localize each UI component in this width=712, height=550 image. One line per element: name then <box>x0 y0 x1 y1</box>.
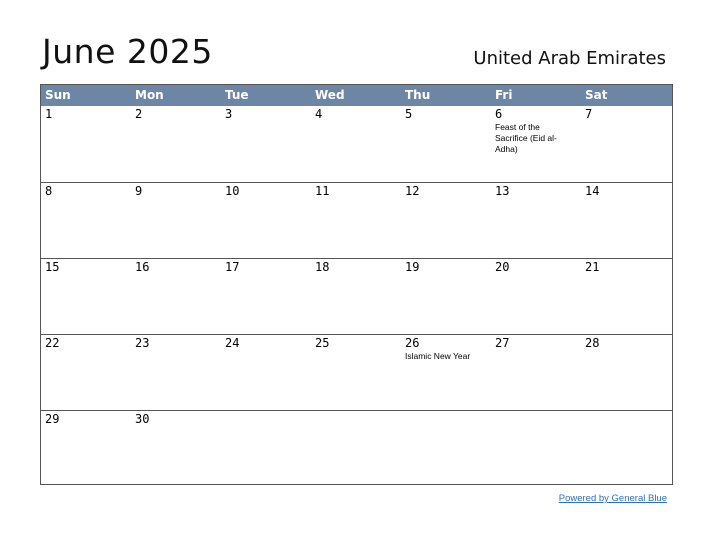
day-cell: 17 <box>221 259 311 334</box>
day-number: 29 <box>45 412 60 426</box>
powered-by-link[interactable]: Powered by General Blue <box>558 493 667 504</box>
day-cell <box>581 411 672 486</box>
day-cell: 29 <box>41 411 131 486</box>
weekday-header-row: Sun Mon Tue Wed Thu Fri Sat <box>41 85 672 106</box>
day-cell: 12 <box>401 183 491 258</box>
day-number: 8 <box>45 184 53 198</box>
weekday-header-thu: Thu <box>405 88 431 102</box>
day-cell: 5 <box>401 106 491 182</box>
weekday-header-sat: Sat <box>585 88 608 102</box>
day-cell: 30 <box>131 411 221 486</box>
day-cell: 1 <box>41 106 131 182</box>
page-title: June 2025 <box>42 32 213 71</box>
day-number: 6 <box>495 107 503 121</box>
day-number: 26 <box>405 336 420 350</box>
day-number: 13 <box>495 184 510 198</box>
day-number: 4 <box>315 107 323 121</box>
day-number: 28 <box>585 336 600 350</box>
day-cell: 22 <box>41 335 131 410</box>
week-row: 1 2 3 4 5 6 Feast of the Sacrifice (Eid al-Adh… <box>41 106 672 182</box>
day-cell: 10 <box>221 183 311 258</box>
day-cell: 9 <box>131 183 221 258</box>
day-cell: 8 <box>41 183 131 258</box>
weekday-header-sun: Sun <box>45 88 71 102</box>
day-cell <box>491 411 581 486</box>
week-row: 15 16 17 18 19 20 21 <box>41 258 672 334</box>
day-number: 15 <box>45 260 60 274</box>
weekday-header-tue: Tue <box>225 88 249 102</box>
day-number: 3 <box>225 107 233 121</box>
day-number: 5 <box>405 107 413 121</box>
weekday-header-wed: Wed <box>315 88 345 102</box>
day-cell: 7 <box>581 106 672 182</box>
day-number: 22 <box>45 336 60 350</box>
day-cell <box>221 411 311 486</box>
day-number: 25 <box>315 336 330 350</box>
day-cell: 16 <box>131 259 221 334</box>
day-number: 1 <box>45 107 53 121</box>
weekday-header-mon: Mon <box>135 88 164 102</box>
day-cell: 3 <box>221 106 311 182</box>
day-cell: 23 <box>131 335 221 410</box>
day-number: 18 <box>315 260 330 274</box>
holiday-label: Feast of the Sacrifice (Eid al-Adha) <box>495 122 557 154</box>
day-cell: 13 <box>491 183 581 258</box>
day-number: 9 <box>135 184 143 198</box>
day-number: 16 <box>135 260 150 274</box>
day-cell: 24 <box>221 335 311 410</box>
week-row: 29 30 <box>41 410 672 486</box>
day-number: 14 <box>585 184 600 198</box>
day-number: 17 <box>225 260 240 274</box>
weekday-header-fri: Fri <box>495 88 513 102</box>
day-cell <box>401 411 491 486</box>
day-number: 12 <box>405 184 420 198</box>
day-number: 2 <box>135 107 143 121</box>
day-cell: 6 Feast of the Sacrifice (Eid al-Adha) <box>491 106 581 182</box>
day-number: 11 <box>315 184 330 198</box>
day-number: 7 <box>585 107 593 121</box>
week-row: 8 9 10 11 12 13 14 <box>41 182 672 258</box>
country-name: United Arab Emirates <box>473 48 666 69</box>
day-cell: 20 <box>491 259 581 334</box>
day-cell: 28 <box>581 335 672 410</box>
day-number: 30 <box>135 412 150 426</box>
day-cell: 27 <box>491 335 581 410</box>
holiday-label: Islamic New Year <box>405 351 471 361</box>
day-number: 23 <box>135 336 150 350</box>
day-cell: 2 <box>131 106 221 182</box>
day-number: 27 <box>495 336 510 350</box>
day-cell: 21 <box>581 259 672 334</box>
weeks-container: 1 2 3 4 5 6 Feast of the Sacrifice (Eid al-Adh… <box>41 106 672 486</box>
day-cell: 14 <box>581 183 672 258</box>
calendar-grid: Sun Mon Tue Wed Thu Fri Sat 1 2 3 4 5 6 Feast … <box>40 84 673 485</box>
day-cell: 18 <box>311 259 401 334</box>
day-cell: 11 <box>311 183 401 258</box>
day-number: 10 <box>225 184 240 198</box>
day-cell: 19 <box>401 259 491 334</box>
day-cell: 26 Islamic New Year <box>401 335 491 410</box>
day-cell: 15 <box>41 259 131 334</box>
day-number: 19 <box>405 260 420 274</box>
day-cell: 4 <box>311 106 401 182</box>
day-number: 24 <box>225 336 240 350</box>
week-row: 22 23 24 25 26 Islamic New Year 27 28 <box>41 334 672 410</box>
day-number: 21 <box>585 260 600 274</box>
day-cell <box>311 411 401 486</box>
day-number: 20 <box>495 260 510 274</box>
day-cell: 25 <box>311 335 401 410</box>
